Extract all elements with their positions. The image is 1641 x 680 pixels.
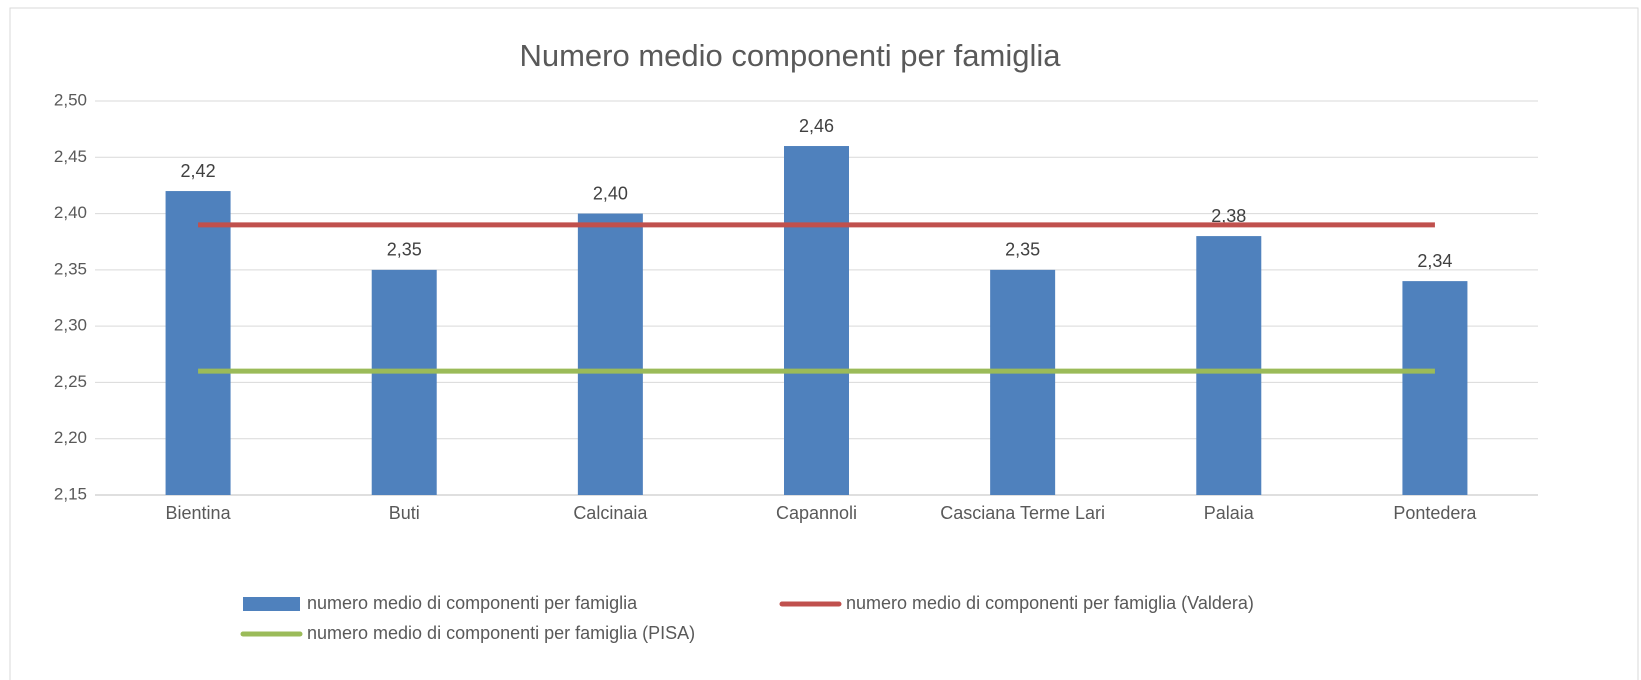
y-tick-label: 2,30 [54,316,87,335]
y-tick-label: 2,20 [54,428,87,447]
bar [165,191,231,496]
legend-label: numero medio di componenti per famiglia … [846,593,1254,613]
bar [577,213,643,496]
y-tick-label: 2,25 [54,372,87,391]
x-tick-label: Capannoli [775,503,858,523]
bar [990,269,1056,495]
y-tick-label: 2,50 [54,90,87,109]
data-label: 2,40 [593,183,628,203]
chart-title: Numero medio componenti per famiglia [519,38,1061,73]
data-label: 2,46 [799,116,834,136]
y-tick-label: 2,40 [54,203,87,222]
x-tick-label: Pontedera [1393,503,1477,523]
legend-label: numero medio di componenti per famiglia [307,593,638,613]
bar [784,146,849,495]
x-tick-label: Buti [388,503,420,523]
y-tick-label: 2,35 [54,259,87,278]
data-label: 2,34 [1417,251,1452,271]
bar [371,269,437,495]
data-label: 2,42 [181,161,216,181]
bar [1402,281,1468,495]
y-tick-label: 2,45 [54,147,87,166]
x-tick-label: Palaia [1203,503,1254,523]
data-label: 2,35 [1005,240,1040,260]
x-tick-label: Calcinaia [573,503,648,523]
legend-label: numero medio di componenti per famiglia … [307,623,695,643]
bar [1196,236,1262,496]
y-tick-label: 2,15 [54,484,87,503]
data-label: 2,35 [387,240,422,260]
x-tick-label: Bientina [165,503,231,523]
x-tick-label: Casciana Terme Lari [940,503,1106,523]
data-label: 2,38 [1211,206,1246,226]
legend-swatch [243,597,300,611]
